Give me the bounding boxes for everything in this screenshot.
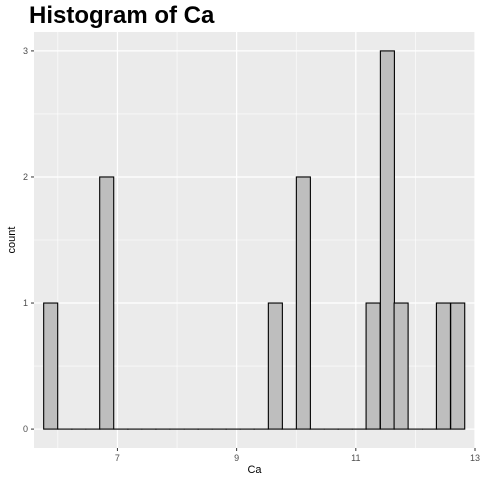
x-tick-label: 9 xyxy=(234,453,239,463)
histogram-bar xyxy=(100,177,114,429)
histogram-bar xyxy=(268,303,282,429)
y-tick-label: 1 xyxy=(23,298,28,308)
histogram-bar xyxy=(366,303,380,429)
x-tick-label: 11 xyxy=(351,453,360,463)
y-axis-ticks: 0 1 2 3 xyxy=(23,46,34,434)
y-axis-title: count xyxy=(6,227,18,254)
histogram-bar xyxy=(44,303,58,429)
y-tick-label: 3 xyxy=(23,46,28,56)
x-tick-label: 13 xyxy=(470,453,480,463)
x-axis-title: Ca xyxy=(247,464,262,476)
histogram-bar xyxy=(451,303,465,429)
y-tick-label: 0 xyxy=(23,424,28,434)
y-tick-label: 2 xyxy=(23,172,28,182)
histogram-bar xyxy=(394,303,408,429)
x-axis-ticks: 7 9 11 13 xyxy=(115,448,480,463)
x-tick-label: 7 xyxy=(115,453,120,463)
histogram-bar xyxy=(296,177,310,429)
histogram-bar xyxy=(380,51,394,429)
histogram-bar xyxy=(436,303,450,429)
